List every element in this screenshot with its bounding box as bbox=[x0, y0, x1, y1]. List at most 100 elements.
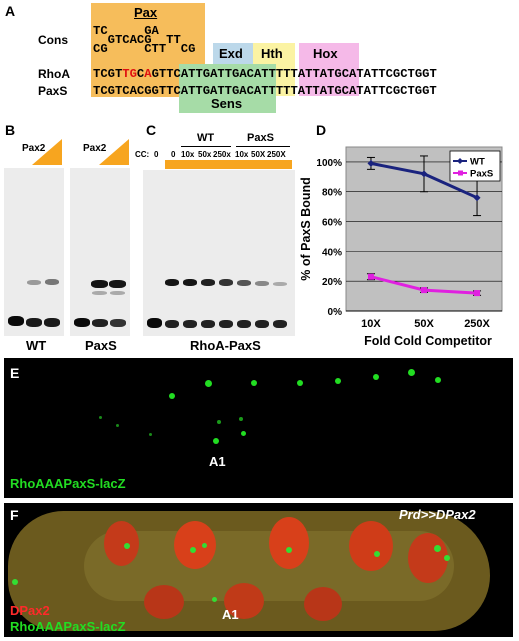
pax2-left-gradient-icon bbox=[32, 139, 62, 165]
segment-a1-label: A1 bbox=[209, 454, 226, 469]
rhoa-seq-part-2: C bbox=[136, 67, 145, 81]
gel-paxs bbox=[70, 168, 130, 336]
pax2-stripe bbox=[224, 583, 264, 619]
gel-wt-caption: WT bbox=[26, 338, 47, 353]
lacz-spot bbox=[373, 374, 379, 380]
free-probe-band bbox=[92, 319, 108, 327]
lacz-spot bbox=[202, 543, 207, 548]
panel-d-label: D bbox=[316, 122, 327, 138]
x-axis-title: Fold Cold Competitor bbox=[364, 334, 492, 348]
y-axis-title: % of PaxS Bound bbox=[299, 177, 313, 280]
pax2-stripe bbox=[408, 533, 448, 583]
y-tick-label: 80% bbox=[322, 188, 342, 199]
lacz-spot bbox=[444, 555, 450, 561]
hox-box bbox=[299, 43, 359, 96]
complex-band bbox=[237, 280, 251, 286]
free-probe-band bbox=[165, 320, 179, 328]
complex-band bbox=[45, 279, 59, 285]
free-probe-band bbox=[26, 318, 42, 327]
lacz-spot bbox=[124, 543, 130, 549]
lacz-spot bbox=[335, 378, 341, 384]
rhoa-row-label: RhoA bbox=[38, 67, 70, 81]
lacz-spot bbox=[12, 579, 18, 585]
data-point bbox=[367, 273, 374, 280]
complex-band bbox=[92, 291, 107, 295]
exd-box bbox=[213, 43, 253, 65]
exd-label: Exd bbox=[219, 46, 243, 61]
gel-competition-caption: RhoA-PaxS bbox=[190, 338, 261, 353]
free-probe-band bbox=[8, 316, 24, 326]
embryo-image-lacz: A1 RhoAAAPaxS-lacZ bbox=[4, 358, 513, 498]
data-point bbox=[420, 170, 428, 178]
complex-band bbox=[165, 279, 179, 286]
rhoa-seq-part-3: GTTCATTGATTGACATTTTTATTATGCATATTCGCTGGT bbox=[151, 67, 437, 81]
paxs-group-label: PaxS bbox=[247, 132, 274, 144]
rhoa-sequence: TCGTTGCAGTTCATTGATTGACATTTTTATTATGCATATT… bbox=[93, 67, 437, 81]
wt-group-line bbox=[181, 146, 231, 147]
lacz-spot bbox=[435, 377, 441, 383]
legend-label: PaxS bbox=[470, 169, 493, 180]
pax2-stripe bbox=[269, 517, 309, 569]
free-probe-band bbox=[219, 320, 233, 328]
pax2-right-gradient-icon bbox=[99, 139, 129, 165]
complex-band bbox=[27, 280, 41, 285]
gel-paxs-caption: PaxS bbox=[85, 338, 117, 353]
panel-a-label: A bbox=[5, 3, 16, 19]
complex-band bbox=[255, 281, 269, 286]
lacz-spot bbox=[213, 438, 219, 444]
complex-band bbox=[201, 279, 215, 286]
free-probe-band bbox=[110, 319, 126, 327]
panel-b-label: B bbox=[5, 122, 16, 138]
legend-box bbox=[449, 150, 501, 182]
pax-label: Pax bbox=[134, 5, 158, 20]
lane-label: 10x bbox=[235, 150, 249, 159]
lane-label: 250x bbox=[213, 150, 231, 159]
lacz-spot bbox=[239, 417, 243, 421]
lacz-spot bbox=[149, 433, 152, 436]
data-point bbox=[473, 194, 481, 202]
gel-wt bbox=[4, 168, 64, 336]
segment-a1-label: A1 bbox=[222, 607, 239, 622]
hox-label: Hox bbox=[313, 46, 338, 61]
lacz-spot bbox=[169, 393, 175, 399]
sens-label: Sens bbox=[211, 96, 243, 111]
free-probe-band bbox=[201, 320, 215, 328]
reporter-label: RhoAAAPaxS-lacZ bbox=[10, 619, 126, 634]
lacz-spot bbox=[190, 547, 196, 553]
cc-label: CC: bbox=[135, 150, 150, 159]
lacz-spot bbox=[241, 431, 246, 436]
free-probe-band bbox=[183, 320, 197, 328]
cons-row-label: Cons bbox=[38, 33, 68, 47]
lacz-spot bbox=[212, 597, 217, 602]
complex-band bbox=[183, 279, 197, 286]
lacz-spot bbox=[116, 424, 119, 427]
y-tick-label: 100% bbox=[316, 158, 342, 169]
rhoa-seq-part-1: TCGT bbox=[93, 67, 123, 81]
x-tick-label: 50X bbox=[414, 318, 434, 330]
lacz-spot bbox=[408, 369, 415, 376]
cons-seq-top: TC GA bbox=[93, 24, 159, 38]
data-point bbox=[421, 287, 427, 294]
panel-c-label: C bbox=[146, 122, 157, 138]
legend-label: WT bbox=[470, 157, 485, 168]
complex-band bbox=[109, 280, 126, 288]
sens-box bbox=[179, 64, 276, 113]
panel-e-label: E bbox=[10, 365, 20, 381]
lacz-spot bbox=[251, 380, 257, 386]
pax2-stripe bbox=[174, 521, 216, 569]
rhoa-seq-mutation-2: A bbox=[144, 67, 152, 81]
lacz-spot bbox=[99, 416, 102, 419]
competition-line-chart: 0% 20% 40% 60% 80% 100% 10X 50X 250X Fold Cold Co… bbox=[299, 146, 503, 348]
x-tick-label: 10X bbox=[361, 318, 381, 330]
complex-band bbox=[219, 279, 233, 286]
lacz-spot bbox=[297, 380, 303, 386]
y-tick-label: 20% bbox=[322, 277, 342, 288]
x-tick-label: 250X bbox=[464, 318, 490, 330]
complex-band bbox=[110, 291, 125, 295]
free-probe-band bbox=[273, 320, 287, 328]
pax2-stripe bbox=[304, 587, 342, 621]
free-probe-band bbox=[147, 318, 162, 328]
pax2-stripe bbox=[349, 521, 393, 571]
protein-bar bbox=[165, 160, 292, 169]
lane-label: 0 bbox=[154, 150, 159, 159]
